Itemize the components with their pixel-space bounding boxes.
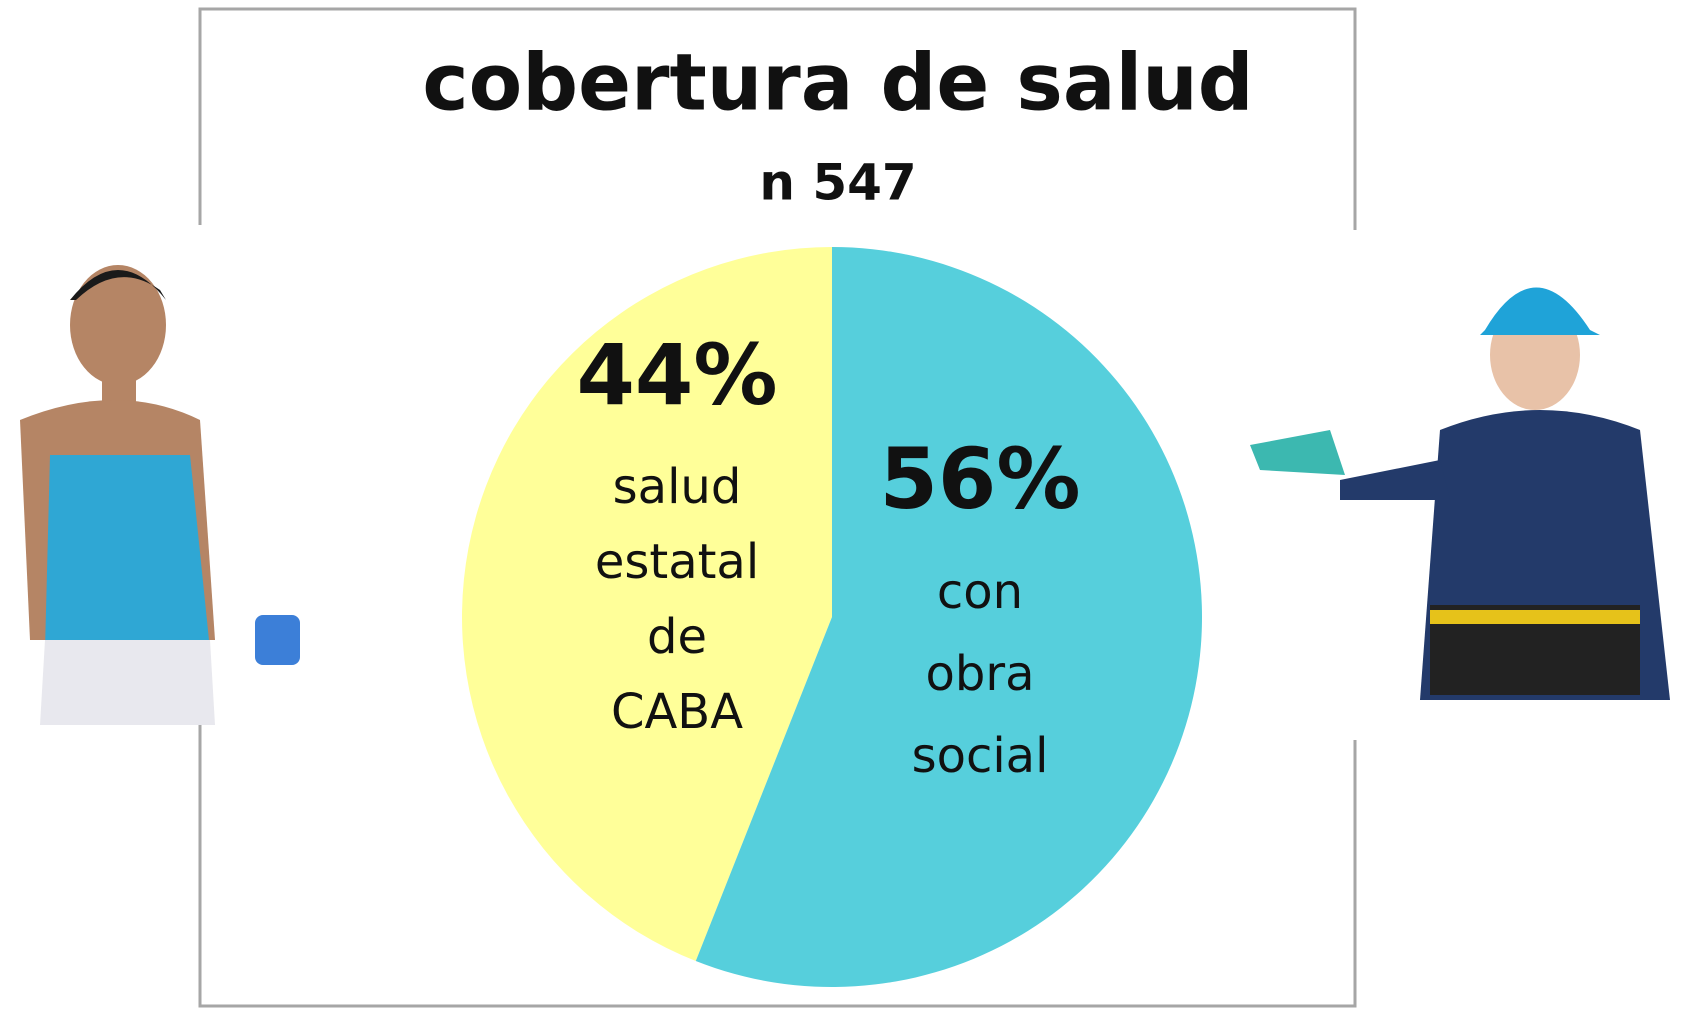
person-right [1250, 230, 1689, 740]
chart-subtitle: n 547 [759, 154, 916, 212]
pie-slice [695, 247, 1202, 987]
category-label: con obra social [912, 564, 1049, 784]
chart-title: cobertura de salud [422, 38, 1253, 128]
value-label: 56% [879, 430, 1080, 528]
labels: 44% salud estatal de CABA 56% con obra social [576, 326, 1080, 784]
person-left [0, 225, 300, 725]
pie-slice [462, 247, 832, 962]
value-label: 44% [576, 326, 777, 424]
category-label: salud estatal de CABA [595, 459, 759, 740]
pie [462, 247, 1202, 987]
